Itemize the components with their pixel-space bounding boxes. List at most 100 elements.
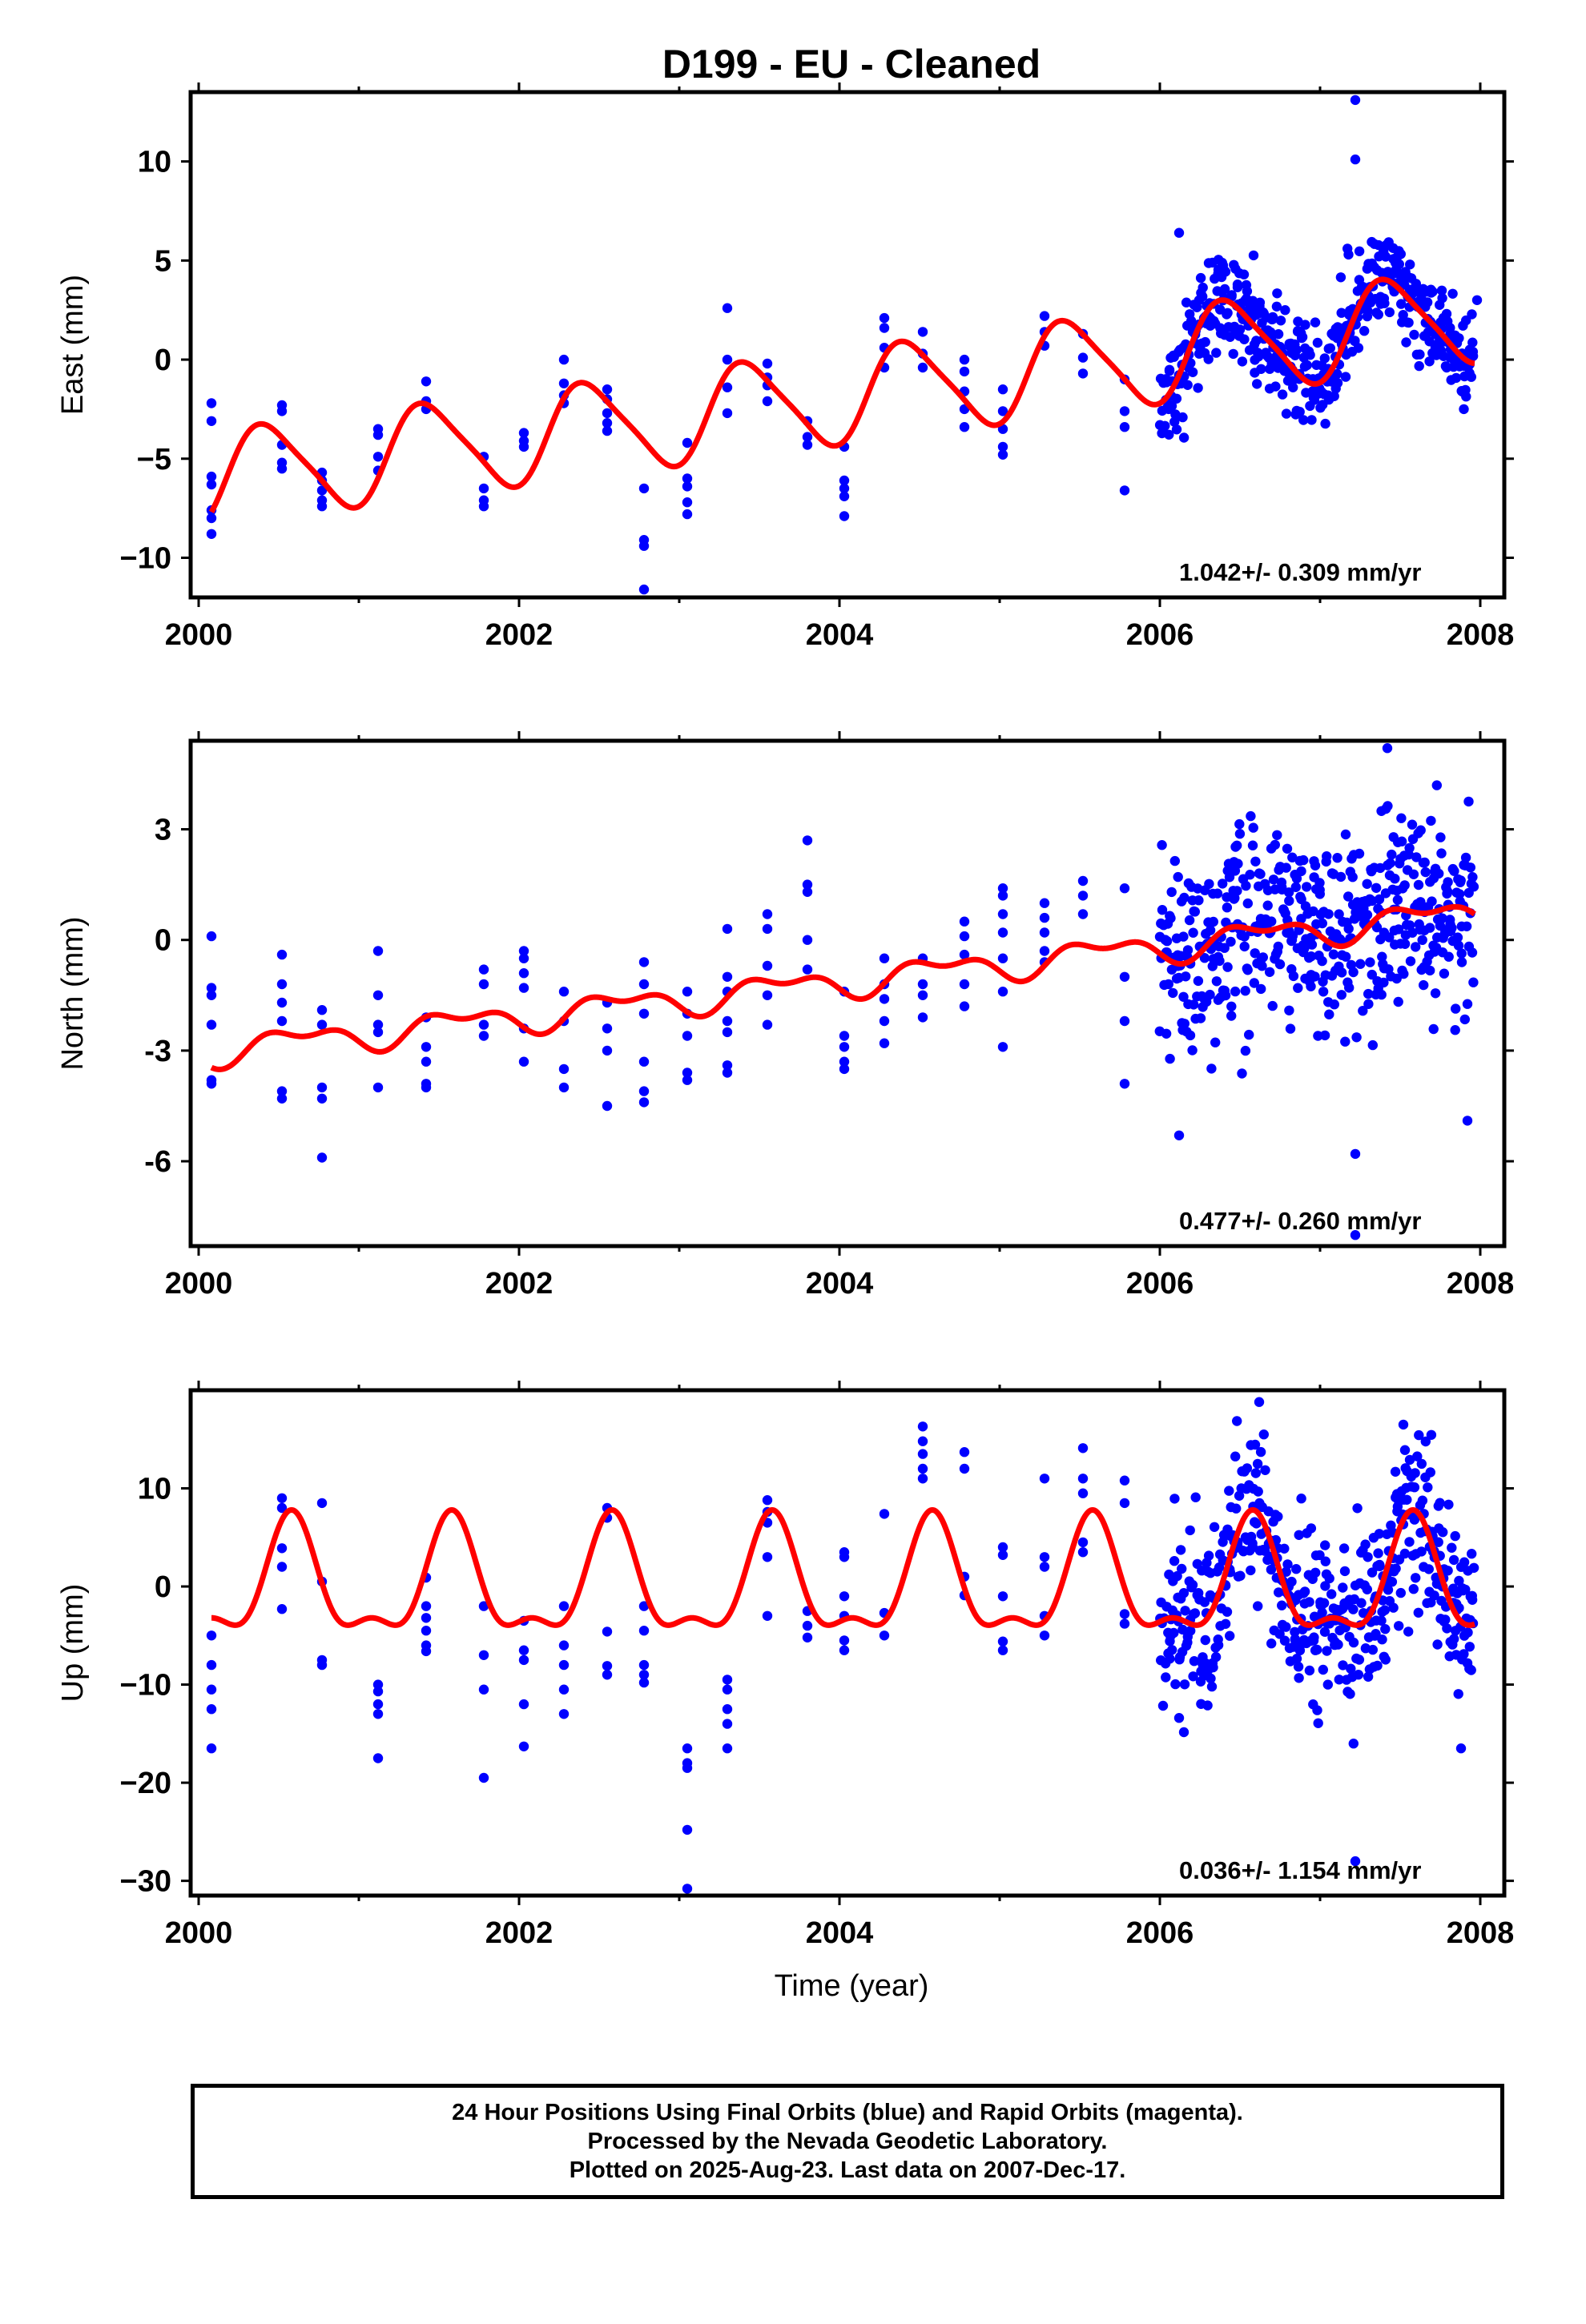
- data-point: [1251, 336, 1262, 346]
- data-point: [1246, 1565, 1256, 1576]
- data-point: [602, 1670, 613, 1680]
- data-point: [1346, 1663, 1356, 1674]
- data-point: [959, 1463, 970, 1474]
- data-point: [1399, 1445, 1411, 1455]
- data-point: [1336, 990, 1347, 1000]
- data-point: [839, 1056, 850, 1067]
- data-point: [316, 1019, 328, 1030]
- data-point: [1336, 308, 1346, 318]
- data-point: [1237, 356, 1248, 367]
- data-point: [372, 1699, 384, 1710]
- data-point: [1375, 1561, 1385, 1572]
- data-point: [1226, 290, 1237, 300]
- data-point: [518, 946, 529, 956]
- data-point: [997, 406, 1008, 416]
- data-point: [1371, 883, 1382, 894]
- y-tick-label: 5: [155, 244, 171, 278]
- data-point: [1310, 1567, 1321, 1578]
- data-point: [1452, 932, 1463, 943]
- data-point: [1376, 989, 1387, 1000]
- data-point: [1320, 1540, 1330, 1550]
- data-point: [206, 398, 217, 408]
- data-point: [1179, 1679, 1190, 1690]
- data-point: [1363, 1671, 1374, 1682]
- data-point: [1294, 407, 1305, 417]
- data-point: [1222, 903, 1233, 913]
- east-y-axis-label: East (mm): [56, 275, 90, 415]
- data-point: [1252, 1458, 1263, 1470]
- data-point: [1205, 989, 1215, 1000]
- data-point: [1299, 943, 1310, 954]
- data-point: [1410, 1468, 1420, 1478]
- data-point: [638, 584, 650, 595]
- data-point: [1220, 1618, 1231, 1630]
- data-point: [1242, 1463, 1253, 1474]
- data-point: [1178, 931, 1189, 942]
- data-point: [1409, 1482, 1420, 1493]
- data-point: [1377, 1634, 1387, 1645]
- data-point: [1338, 1660, 1348, 1671]
- data-point: [1447, 288, 1458, 299]
- data-point: [1232, 282, 1243, 292]
- data-point: [372, 1679, 384, 1690]
- data-point: [1387, 849, 1397, 860]
- data-point: [1253, 1486, 1263, 1497]
- data-point: [316, 501, 328, 512]
- data-point: [1077, 1547, 1089, 1558]
- data-point: [1324, 1573, 1334, 1584]
- data-point: [1169, 1494, 1180, 1504]
- data-point: [1250, 856, 1261, 867]
- data-point: [1254, 352, 1264, 362]
- data-point: [1119, 1498, 1130, 1509]
- data-point: [1461, 392, 1471, 402]
- data-point: [638, 1008, 650, 1019]
- data-point: [276, 1502, 288, 1514]
- data-point: [1077, 1537, 1089, 1548]
- data-point: [1340, 1036, 1351, 1047]
- data-point: [1251, 1518, 1262, 1529]
- data-point: [959, 366, 970, 377]
- data-point: [1296, 866, 1306, 877]
- data-point: [478, 483, 489, 494]
- data-point: [1224, 1486, 1234, 1496]
- data-point: [1373, 309, 1384, 320]
- data-point: [802, 964, 813, 975]
- data-point: [917, 1436, 928, 1446]
- data-point: [1244, 1029, 1254, 1040]
- data-point: [1219, 943, 1230, 953]
- data-point: [1398, 310, 1408, 320]
- y-tick-label: −20: [120, 1767, 171, 1800]
- data-point: [959, 1001, 970, 1011]
- x-tick-label: 2008: [1447, 1916, 1515, 1950]
- data-point: [722, 971, 733, 983]
- data-point: [1350, 94, 1361, 106]
- data-point: [1362, 1584, 1373, 1595]
- data-point: [1427, 287, 1438, 297]
- data-point: [1355, 959, 1366, 969]
- data-point: [1322, 1679, 1334, 1690]
- data-point: [1467, 337, 1478, 348]
- data-point: [1414, 360, 1424, 372]
- data-point: [1274, 959, 1286, 970]
- data-point: [1350, 1230, 1361, 1240]
- data-point: [1266, 916, 1277, 927]
- data-point: [1332, 853, 1342, 863]
- data-point: [1459, 1014, 1471, 1025]
- data-point: [372, 1082, 384, 1093]
- x-tick-label: 2000: [165, 1916, 233, 1950]
- data-point: [1344, 983, 1355, 993]
- data-point: [917, 1012, 928, 1023]
- data-point: [1077, 352, 1089, 363]
- data-point: [558, 1063, 570, 1075]
- data-point: [1414, 1429, 1424, 1441]
- data-point: [1468, 977, 1479, 987]
- data-point: [206, 416, 217, 426]
- data-point: [802, 879, 813, 890]
- data-point: [276, 1543, 288, 1554]
- data-point: [1167, 1645, 1177, 1655]
- data-point: [638, 1670, 650, 1680]
- data-point: [682, 1068, 693, 1078]
- data-point: [1240, 986, 1250, 996]
- data-point: [1228, 348, 1238, 360]
- data-point: [1415, 825, 1426, 835]
